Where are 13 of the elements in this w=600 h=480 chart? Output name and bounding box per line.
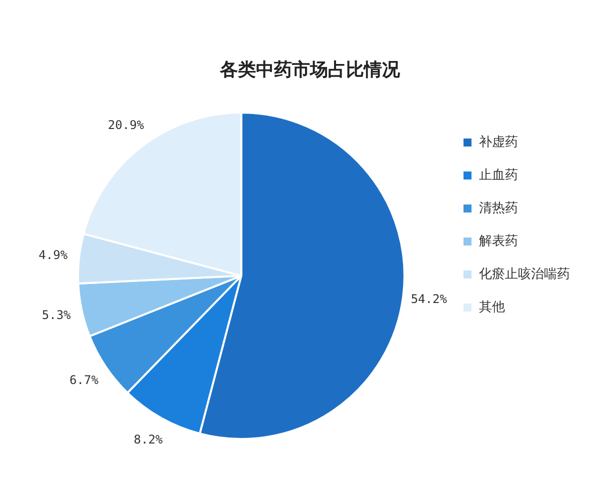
data-label: 5.3% xyxy=(42,308,72,322)
data-label: 20.9% xyxy=(108,118,145,132)
data-label: 4.9% xyxy=(38,248,68,262)
data-label: 54.2% xyxy=(410,292,448,306)
legend-label: 化瘀止咳治喘药 xyxy=(479,266,570,282)
legend-label: 清热药 xyxy=(479,200,518,216)
legend-label: 解表药 xyxy=(479,234,518,249)
legend-label: 补虚药 xyxy=(479,134,518,150)
chart-title: 各类中药市场占比情况 xyxy=(219,59,401,80)
legend-label: 其他 xyxy=(479,300,505,315)
data-label: 8.2% xyxy=(134,432,164,447)
legend-label: 止血药 xyxy=(479,168,518,183)
data-label: 6.7% xyxy=(70,373,100,388)
